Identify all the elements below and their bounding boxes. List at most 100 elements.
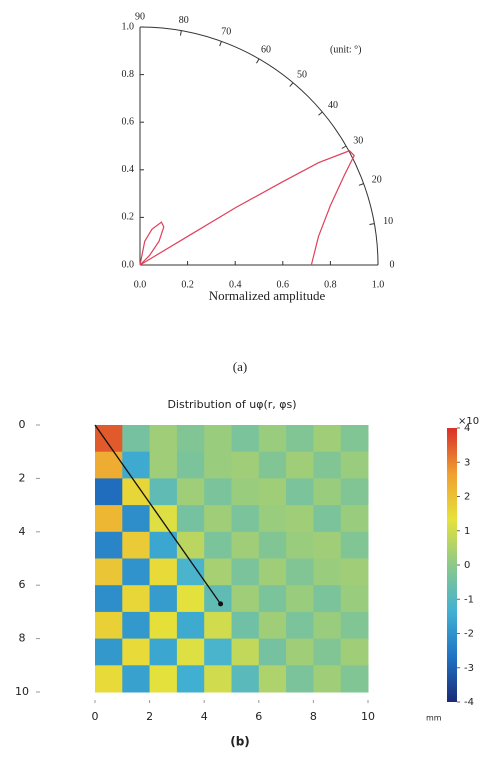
heat-cell (340, 665, 369, 693)
heat-cell (176, 638, 205, 666)
x-tick-label: 4 (201, 710, 208, 723)
heat-cell (313, 505, 342, 533)
heat-cell (340, 585, 369, 613)
panel-label: (b) (230, 735, 250, 749)
heat-cell (149, 478, 178, 506)
heat-cell (286, 665, 314, 693)
heat-cell (286, 478, 314, 506)
x-tick-label: 0 (92, 710, 99, 723)
heat-cell (313, 478, 342, 506)
heat-cell (204, 638, 232, 666)
angle-tick-label: 40 (328, 100, 338, 111)
heat-cell (313, 611, 342, 640)
heat-cell (286, 531, 314, 559)
heat-cell (231, 611, 260, 640)
heat-cell (286, 558, 314, 586)
y-tick-label: 0.0 (122, 259, 135, 270)
angle-tick-label: 90 (135, 11, 145, 22)
heat-cell (340, 531, 369, 559)
angle-tick-label: 30 (353, 135, 363, 146)
colorbar-tick-label: 1 (464, 526, 470, 537)
colorbar-tick-label: -4 (464, 697, 474, 708)
heat-cell (149, 451, 178, 479)
heat-cell (149, 638, 178, 666)
heat-cell (313, 665, 342, 693)
colorbar-tick-label: 0 (464, 560, 470, 571)
heat-cell (231, 478, 260, 506)
direction-line (94, 424, 222, 605)
heat-cell (95, 638, 123, 666)
heat-cell (231, 531, 260, 559)
heat-cell (176, 585, 205, 613)
angle-tick-label: 20 (372, 174, 382, 185)
heat-cell (95, 425, 123, 453)
y-tick-label: 10 (15, 685, 29, 698)
heat-cell (149, 611, 178, 640)
angle-tick (318, 111, 323, 116)
heat-cell (204, 558, 232, 586)
heat-cell (95, 531, 123, 559)
heat-cell (176, 611, 205, 640)
angle-tick (358, 183, 364, 186)
chart-title: Distribution of uφ(r, φs) (167, 398, 296, 411)
heat-cell (95, 451, 123, 479)
heat-cell (204, 531, 232, 559)
colorbar-tick-label: 2 (464, 492, 470, 503)
y-tick-label: 0.2 (122, 212, 135, 223)
colorbar (447, 428, 457, 702)
y-tick-label: 0.4 (122, 164, 135, 175)
heat-cell (340, 558, 369, 586)
heat-cell (258, 558, 287, 586)
heat-cell (149, 425, 178, 453)
heat-cell (286, 611, 314, 640)
y-tick-label: 0.6 (122, 116, 135, 127)
curve (139, 150, 355, 266)
heat-cell (149, 585, 178, 613)
heat-cell (176, 558, 205, 586)
heat-cell (286, 505, 314, 533)
colorbar-tick-label: -1 (464, 594, 474, 605)
heat-cell (204, 585, 232, 613)
panel-label: (a) (233, 359, 247, 374)
heat-cell (122, 665, 151, 693)
angle-tick-label: 50 (297, 69, 307, 80)
heat-cell (176, 478, 205, 506)
y-tick-label: 0 (19, 418, 26, 431)
heat-cell (149, 665, 178, 693)
heat-cell (258, 585, 287, 613)
heat-cell (204, 478, 232, 506)
heat-cell (122, 638, 151, 666)
heat-cell (231, 638, 260, 666)
heat-cell (95, 585, 123, 613)
heat-cell (176, 505, 205, 533)
x-tick-label: 0.6 (277, 279, 290, 290)
heat-cell (204, 425, 232, 453)
heat-cell (176, 451, 205, 479)
heat-cell (258, 505, 287, 533)
heat-cell (95, 611, 123, 640)
y-tick-label: 1.0 (122, 21, 135, 32)
heat-cell (176, 665, 205, 693)
heat-cell (176, 425, 205, 453)
heat-cell (286, 451, 314, 479)
heat-cell (149, 558, 178, 586)
heat-cell (286, 638, 314, 666)
heat-cell (340, 478, 369, 506)
heat-cell (95, 478, 123, 506)
y-tick-label: 8 (19, 632, 26, 645)
arc (139, 26, 379, 266)
heat-cell (122, 451, 151, 479)
heat-cell (313, 425, 342, 453)
heat-cell (286, 425, 314, 453)
y-tick-label: 4 (19, 525, 26, 538)
heat-cell (231, 451, 260, 479)
heat-cell (258, 611, 287, 640)
x-tick-label: 6 (255, 710, 262, 723)
x-tick-label: 0.2 (181, 279, 194, 290)
heat-cell (95, 558, 123, 586)
angle-tick (256, 58, 260, 64)
x-tick-label: 0.0 (134, 279, 147, 290)
heat-cell (258, 451, 287, 479)
heat-cell (340, 425, 369, 453)
x-tick-label: 1.0 (372, 279, 385, 290)
